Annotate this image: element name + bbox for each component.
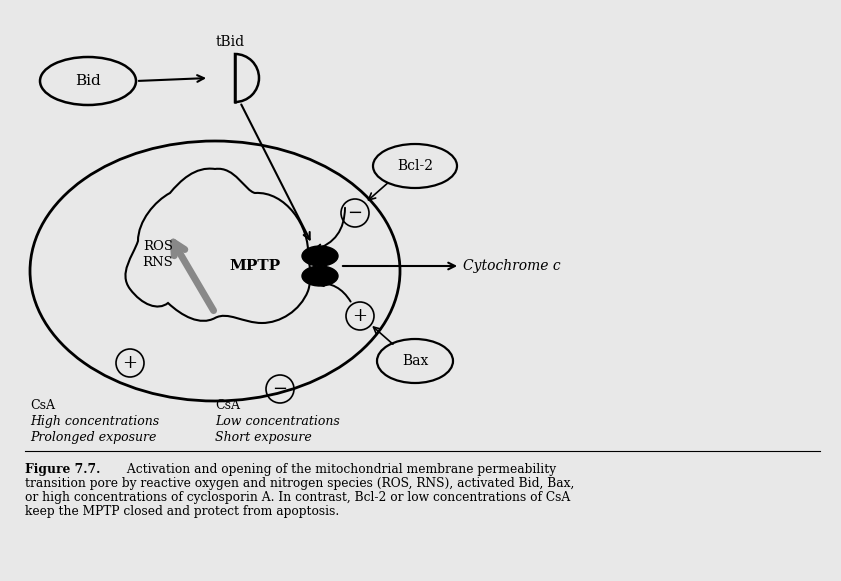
Text: Cytochrome c: Cytochrome c [463, 259, 561, 273]
Text: Low concentrations: Low concentrations [215, 415, 340, 428]
Text: tBid: tBid [215, 35, 245, 49]
Text: MPTP: MPTP [230, 259, 281, 273]
Text: transition pore by reactive oxygen and nitrogen species (ROS, RNS), activated Bi: transition pore by reactive oxygen and n… [25, 477, 574, 490]
Text: −: − [347, 204, 362, 222]
Text: +: + [352, 307, 368, 325]
Text: or high concentrations of cyclosporin A. In contrast, Bcl-2 or low concentration: or high concentrations of cyclosporin A.… [25, 491, 570, 504]
Text: Bcl-2: Bcl-2 [397, 159, 433, 173]
Text: Bid: Bid [75, 74, 101, 88]
Text: ROS: ROS [143, 239, 173, 253]
Text: CsA: CsA [30, 399, 55, 412]
Text: Bax: Bax [402, 354, 428, 368]
Text: Figure 7.7.: Figure 7.7. [25, 463, 100, 476]
Text: Activation and opening of the mitochondrial membrane permeability: Activation and opening of the mitochondr… [123, 463, 556, 476]
Text: CsA: CsA [215, 399, 240, 412]
Text: −: − [272, 380, 288, 398]
Ellipse shape [302, 266, 338, 286]
Text: RNS: RNS [143, 256, 173, 270]
Text: High concentrations: High concentrations [30, 415, 159, 428]
Ellipse shape [302, 246, 338, 266]
Text: keep the MPTP closed and protect from apoptosis.: keep the MPTP closed and protect from ap… [25, 505, 339, 518]
Text: Short exposure: Short exposure [215, 431, 312, 444]
Text: Prolonged exposure: Prolonged exposure [30, 431, 156, 444]
Text: +: + [123, 354, 137, 372]
